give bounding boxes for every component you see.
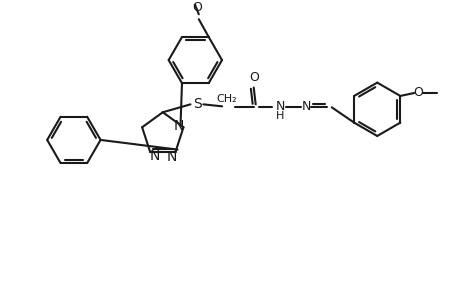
Text: N: N <box>301 100 310 113</box>
Text: N: N <box>150 148 160 163</box>
Text: O: O <box>412 86 422 100</box>
Text: O: O <box>248 71 258 84</box>
Text: O: O <box>191 1 202 14</box>
Text: N: N <box>275 100 285 113</box>
Text: CH₂: CH₂ <box>216 94 237 104</box>
Text: N: N <box>166 149 176 164</box>
Text: H: H <box>275 111 284 121</box>
Text: N: N <box>173 119 183 133</box>
Text: S: S <box>193 97 202 111</box>
